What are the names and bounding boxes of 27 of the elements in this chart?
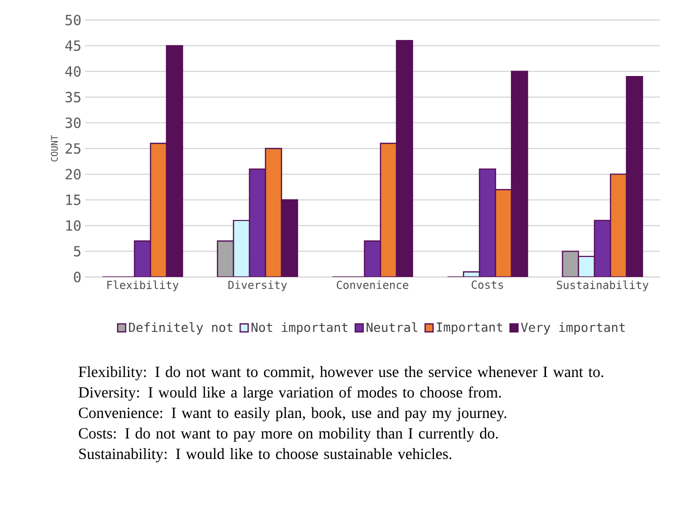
y-tick-label: 0 <box>74 272 81 282</box>
x-tick-label: Convenience <box>336 280 408 290</box>
y-tick-label: 50 <box>66 14 81 26</box>
y-tick-label: 25 <box>66 143 80 154</box>
legend-label: Very important <box>520 322 625 334</box>
y-tick-label: 45 <box>65 40 80 51</box>
text: Sustainability: I would like to choose sustainable vehicles. <box>79 448 452 462</box>
y-tick-label: 35 <box>66 92 80 102</box>
x-tick-label: Flexibility <box>107 280 178 292</box>
legend-label: Not important <box>252 322 348 334</box>
legend-label: Important <box>436 322 502 334</box>
text: Diversity: I would like a large variation of modes to choose from. <box>78 386 501 401</box>
legend-label: Neutral <box>366 322 418 332</box>
text: Costs: I do not want to pay more on mobility than I currently do. <box>78 428 498 442</box>
y-tick-label: 15 <box>66 194 80 206</box>
x-tick-label: Sustainability <box>556 280 648 292</box>
x-tick-label: Diversity <box>228 280 287 292</box>
y-axis-title: COUNT <box>50 135 58 162</box>
text: Convenience: I want to easily plan, book, use and pay my journey. <box>78 407 506 422</box>
legend-label: Definitely not <box>129 322 232 334</box>
y-tick-label: 40 <box>65 66 81 77</box>
y-tick-label: 30 <box>66 117 81 128</box>
x-tick-label: Costs <box>472 280 503 289</box>
text: Flexibility: I do not want to commit, however use the service whenever I want to. <box>78 366 604 380</box>
y-tick-label: 5 <box>74 246 80 256</box>
y-tick-label: 20 <box>66 168 81 180</box>
y-tick-label: 10 <box>66 220 81 231</box>
